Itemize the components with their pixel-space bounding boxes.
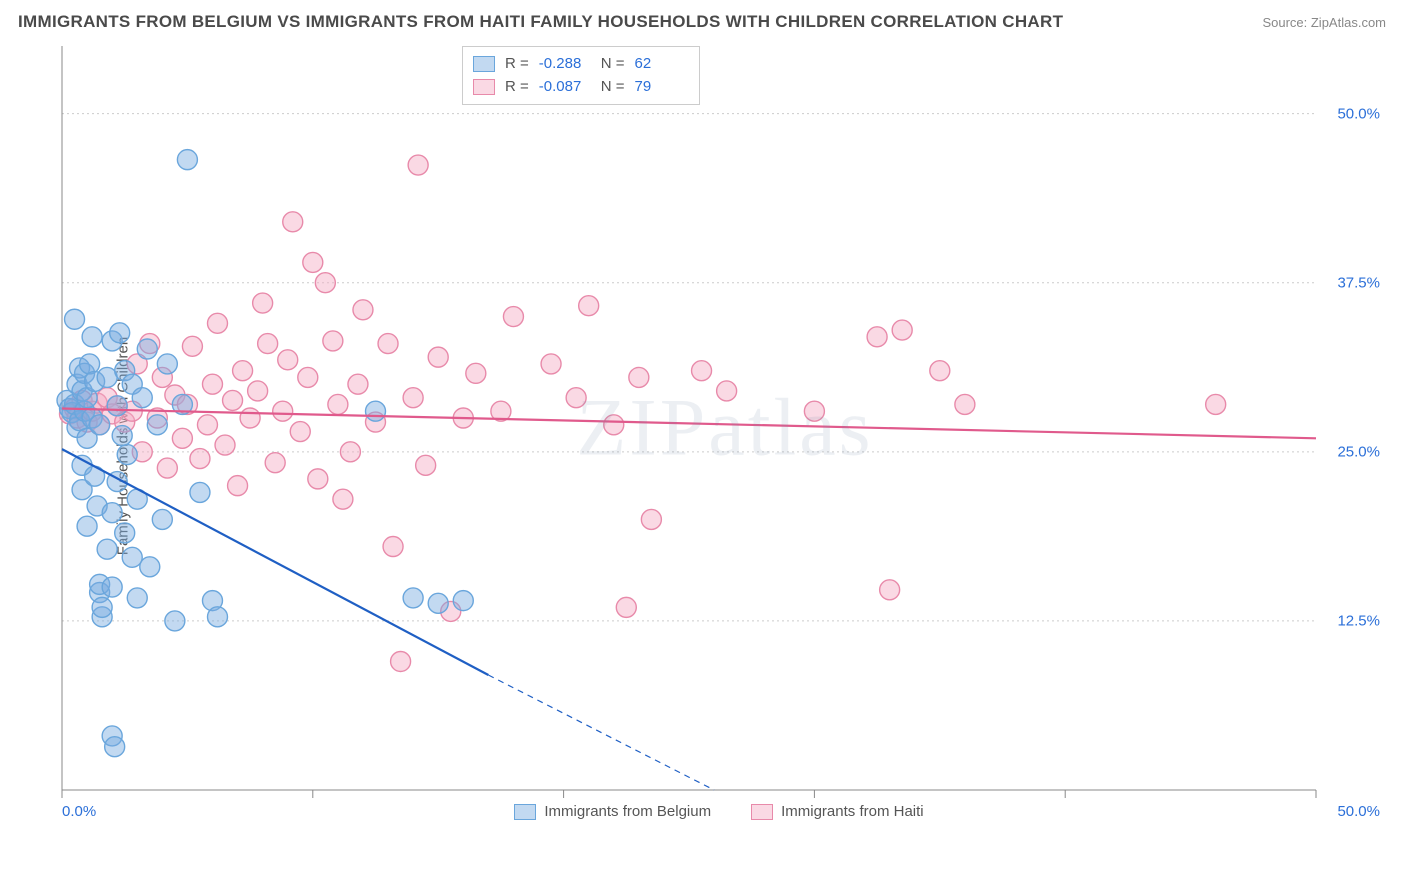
r-value-belgium: -0.288 bbox=[539, 53, 591, 76]
legend-label-belgium: Immigrants from Belgium bbox=[544, 803, 711, 820]
r-label: R = bbox=[505, 76, 529, 99]
swatch-belgium bbox=[473, 56, 495, 72]
stats-row-belgium: R = -0.288 N = 62 bbox=[473, 53, 687, 76]
swatch-haiti bbox=[473, 79, 495, 95]
swatch-haiti bbox=[751, 804, 773, 820]
y-tick-label: 25.0% bbox=[1337, 443, 1380, 460]
legend-item-belgium: Immigrants from Belgium bbox=[514, 803, 711, 820]
legend-label-haiti: Immigrants from Haiti bbox=[781, 803, 924, 820]
y-tick-label: 12.5% bbox=[1337, 612, 1380, 629]
swatch-belgium bbox=[514, 804, 536, 820]
x-max-label: 50.0% bbox=[1337, 803, 1380, 820]
scatter-plot bbox=[52, 40, 1386, 830]
source-label: Source: ZipAtlas.com bbox=[1262, 15, 1386, 30]
legend-item-haiti: Immigrants from Haiti bbox=[751, 803, 924, 820]
y-tick-label: 50.0% bbox=[1337, 105, 1380, 122]
stats-legend: R = -0.288 N = 62 R = -0.087 N = 79 bbox=[462, 46, 700, 105]
n-label: N = bbox=[601, 76, 625, 99]
x-min-label: 0.0% bbox=[62, 803, 96, 820]
n-value-haiti: 79 bbox=[635, 76, 687, 99]
r-value-haiti: -0.087 bbox=[539, 76, 591, 99]
y-tick-label: 37.5% bbox=[1337, 274, 1380, 291]
chart-title: IMMIGRANTS FROM BELGIUM VS IMMIGRANTS FR… bbox=[18, 12, 1063, 32]
n-label: N = bbox=[601, 53, 625, 76]
series-legend: Immigrants from Belgium Immigrants from … bbox=[52, 803, 1386, 820]
n-value-belgium: 62 bbox=[635, 53, 687, 76]
chart-area: ZIPatlas R = -0.288 N = 62 R = -0.087 N … bbox=[52, 40, 1386, 830]
stats-row-haiti: R = -0.087 N = 79 bbox=[473, 76, 687, 99]
r-label: R = bbox=[505, 53, 529, 76]
